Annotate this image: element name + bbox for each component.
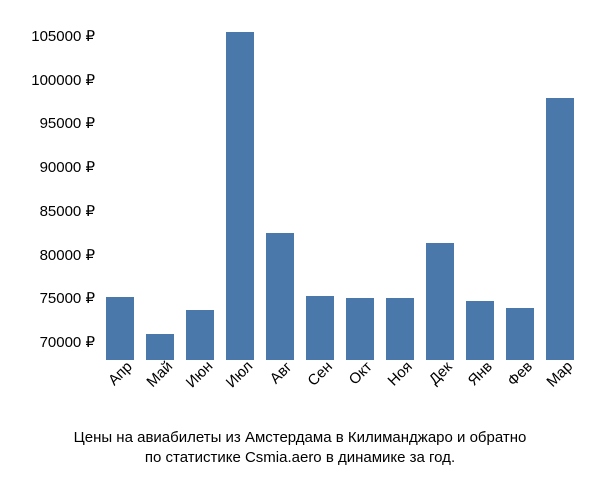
bar-slot (300, 10, 340, 360)
x-tick-label: Фев (504, 358, 536, 390)
bar (506, 308, 534, 360)
x-tick-label: Дек (426, 358, 456, 388)
x-label-slot: Июл (220, 362, 260, 422)
bars-container (100, 10, 580, 360)
y-tick-label: 75000 ₽ (40, 289, 95, 307)
x-label-slot: Янв (460, 362, 500, 422)
bar (146, 334, 174, 360)
bar-slot (420, 10, 460, 360)
caption-line-2: по статистике Csmia.aero в динамике за г… (0, 448, 600, 468)
x-label-slot: Фев (500, 362, 540, 422)
x-tick-label: Окт (346, 358, 376, 388)
bar-slot (460, 10, 500, 360)
plot-area (100, 10, 580, 360)
bar (266, 233, 294, 360)
price-chart: 70000 ₽ 75000 ₽ 80000 ₽ 85000 ₽ 90000 ₽ 95000… (0, 0, 600, 500)
x-label-slot: Июн (180, 362, 220, 422)
bar (386, 298, 414, 360)
bar-slot (100, 10, 140, 360)
x-tick-label: Мар (543, 358, 576, 391)
bar-slot (180, 10, 220, 360)
bar (306, 296, 334, 360)
bar-slot (140, 10, 180, 360)
caption-line-1: Цены на авиабилеты из Амстердама в Килим… (0, 428, 600, 448)
x-label-slot: Ноя (380, 362, 420, 422)
x-label-slot: Апр (100, 362, 140, 422)
x-tick-label: Июл (223, 358, 257, 392)
y-tick-label: 85000 ₽ (40, 202, 95, 220)
bar (186, 310, 214, 360)
y-tick-label: 70000 ₽ (40, 333, 95, 351)
bar-slot (380, 10, 420, 360)
x-tick-label: Май (143, 358, 176, 391)
bar (426, 243, 454, 360)
x-label-slot: Май (140, 362, 180, 422)
x-axis: АпрМайИюнИюлАвгСенОктНояДекЯнвФевМар (100, 362, 580, 422)
bar (546, 98, 574, 361)
x-label-slot: Окт (340, 362, 380, 422)
y-tick-label: 100000 ₽ (31, 71, 95, 89)
y-axis: 70000 ₽ 75000 ₽ 80000 ₽ 85000 ₽ 90000 ₽ 95000… (0, 10, 95, 360)
x-label-slot: Сен (300, 362, 340, 422)
x-tick-label: Апр (105, 358, 136, 389)
bar (106, 297, 134, 360)
bar-slot (260, 10, 300, 360)
bar (466, 301, 494, 361)
bar (346, 298, 374, 360)
y-tick-label: 95000 ₽ (40, 114, 95, 132)
y-tick-label: 110000 ₽ (32, 0, 95, 1)
x-label-slot: Мар (540, 362, 580, 422)
y-tick-label: 105000 ₽ (31, 27, 95, 45)
bar (226, 32, 254, 360)
x-tick-label: Ноя (385, 358, 416, 389)
y-tick-label: 80000 ₽ (40, 246, 95, 264)
bar-slot (540, 10, 580, 360)
x-label-slot: Авг (260, 362, 300, 422)
y-tick-label: 90000 ₽ (40, 158, 95, 176)
x-tick-label: Сен (304, 358, 335, 389)
bar-slot (500, 10, 540, 360)
x-label-slot: Дек (420, 362, 460, 422)
x-tick-label: Июн (183, 358, 216, 391)
x-tick-label: Янв (465, 358, 496, 389)
bar-slot (340, 10, 380, 360)
chart-caption: Цены на авиабилеты из Амстердама в Килим… (0, 428, 600, 469)
bar-slot (220, 10, 260, 360)
x-tick-label: Авг (267, 359, 296, 388)
